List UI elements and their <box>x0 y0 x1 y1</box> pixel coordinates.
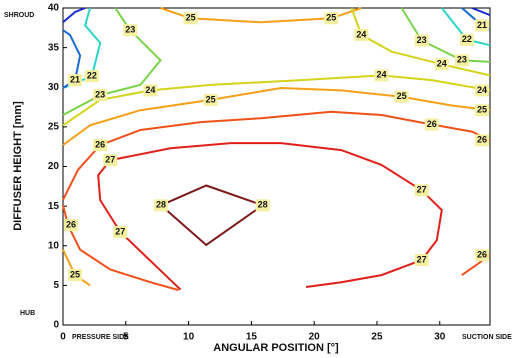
contour-label-box <box>183 12 198 25</box>
contour-label-box <box>93 139 108 152</box>
contour-label: 25 <box>326 13 336 23</box>
x-tick-label: 20 <box>309 332 321 343</box>
contour-label-box <box>93 89 108 102</box>
contour-label-box <box>143 84 158 97</box>
contour-label: 26 <box>477 135 487 145</box>
contour-line <box>62 74 491 127</box>
y-tick-label: 30 <box>48 82 60 93</box>
contour-label: 23 <box>457 55 467 65</box>
shroud-label: SHROUD <box>4 12 34 19</box>
suction-side-label: SUCTION SIDE <box>462 334 512 341</box>
x-tick-label: 0 <box>60 332 66 343</box>
contour-label-box <box>434 58 449 71</box>
contour-label-box <box>203 93 218 106</box>
x-tick-label: 15 <box>246 332 258 343</box>
contour-label: 27 <box>417 254 427 264</box>
contour-line <box>62 86 491 146</box>
contour-label-box <box>64 219 78 232</box>
contour-label-box <box>414 184 429 197</box>
contour-line <box>62 7 102 89</box>
y-axis-label: DIFFUSER HEIGHT [mm] <box>12 101 24 231</box>
contour-label-box <box>475 134 489 147</box>
x-tick-label: 30 <box>434 332 446 343</box>
contour-label: 23 <box>125 25 135 35</box>
contour-line <box>97 142 443 291</box>
contour-label-box <box>475 249 489 262</box>
contour-label-box <box>394 90 409 103</box>
contour-line <box>400 7 491 63</box>
y-tick-label: 35 <box>48 42 60 53</box>
contour-label-box <box>424 118 439 131</box>
contour-line <box>62 7 86 24</box>
y-tick-label: 40 <box>48 3 60 14</box>
contour-line <box>350 7 491 77</box>
contour-label-box <box>68 269 83 282</box>
contour-label: 26 <box>95 139 105 149</box>
y-tick-label: 5 <box>53 280 59 291</box>
y-tick-label: 0 <box>53 320 59 331</box>
contour-label: 25 <box>397 91 407 101</box>
contour-label-box <box>354 28 369 41</box>
y-tick-label: 15 <box>48 201 60 212</box>
contour-label: 28 <box>258 200 268 210</box>
contour-label-box <box>474 19 489 32</box>
contour-label-box <box>459 33 474 46</box>
x-tick-label: 10 <box>183 332 195 343</box>
contour-label: 27 <box>115 226 125 236</box>
contour-label-box <box>414 254 429 267</box>
contour-label: 21 <box>70 74 80 84</box>
pressure-side-label: PRESSURE SIDE <box>72 334 129 341</box>
contour-label: 24 <box>437 59 447 69</box>
contour-label-box <box>475 104 489 117</box>
x-tick-label: 25 <box>371 332 383 343</box>
contour-label-box <box>374 69 389 82</box>
contour-line <box>62 7 162 116</box>
contour-label-box <box>68 74 83 87</box>
contour-label-box <box>414 34 429 47</box>
y-tick-label: 25 <box>48 122 60 133</box>
contour-label: 26 <box>66 220 76 230</box>
contour-label-box <box>153 199 168 212</box>
contour-line <box>471 7 491 17</box>
contour-line <box>160 184 265 247</box>
contour-label: 23 <box>417 35 427 45</box>
contour-label: 26 <box>427 119 437 129</box>
contour-label-box <box>123 24 138 37</box>
contour-label: 24 <box>477 85 487 95</box>
contour-label-box <box>113 226 128 239</box>
contour-label: 25 <box>70 269 80 279</box>
contour-label-box <box>84 70 99 83</box>
contour-label: 27 <box>105 155 115 165</box>
contour-line <box>160 7 362 24</box>
contour-label: 25 <box>186 13 196 23</box>
contour-label: 26 <box>477 250 487 260</box>
contour-label: 22 <box>462 34 472 44</box>
contour-label: 28 <box>156 200 166 210</box>
hub-label: HUB <box>20 310 35 317</box>
contour-label: 23 <box>95 90 105 100</box>
contour-label: 21 <box>477 20 487 30</box>
contour-label-box <box>475 84 489 97</box>
contour-label: 24 <box>376 70 386 80</box>
contour-label: 27 <box>417 185 427 195</box>
contour-label-box <box>103 154 118 167</box>
x-tick-label: 5 <box>123 332 129 343</box>
contour-label: 24 <box>145 85 155 95</box>
contour-label: 24 <box>356 29 366 39</box>
y-tick-label: 10 <box>48 240 60 251</box>
contour-label-box <box>255 199 270 212</box>
contour-label-box <box>454 54 469 67</box>
contour-line <box>62 110 491 201</box>
contour-label: 25 <box>477 105 487 115</box>
contour-label-box <box>324 12 339 25</box>
contour-label: 22 <box>87 71 97 81</box>
plot-frame <box>62 7 491 326</box>
y-tick-label: 20 <box>48 161 60 172</box>
contour-label: 25 <box>206 94 216 104</box>
x-axis-label: ANGULAR POSITION [°] <box>213 342 339 354</box>
